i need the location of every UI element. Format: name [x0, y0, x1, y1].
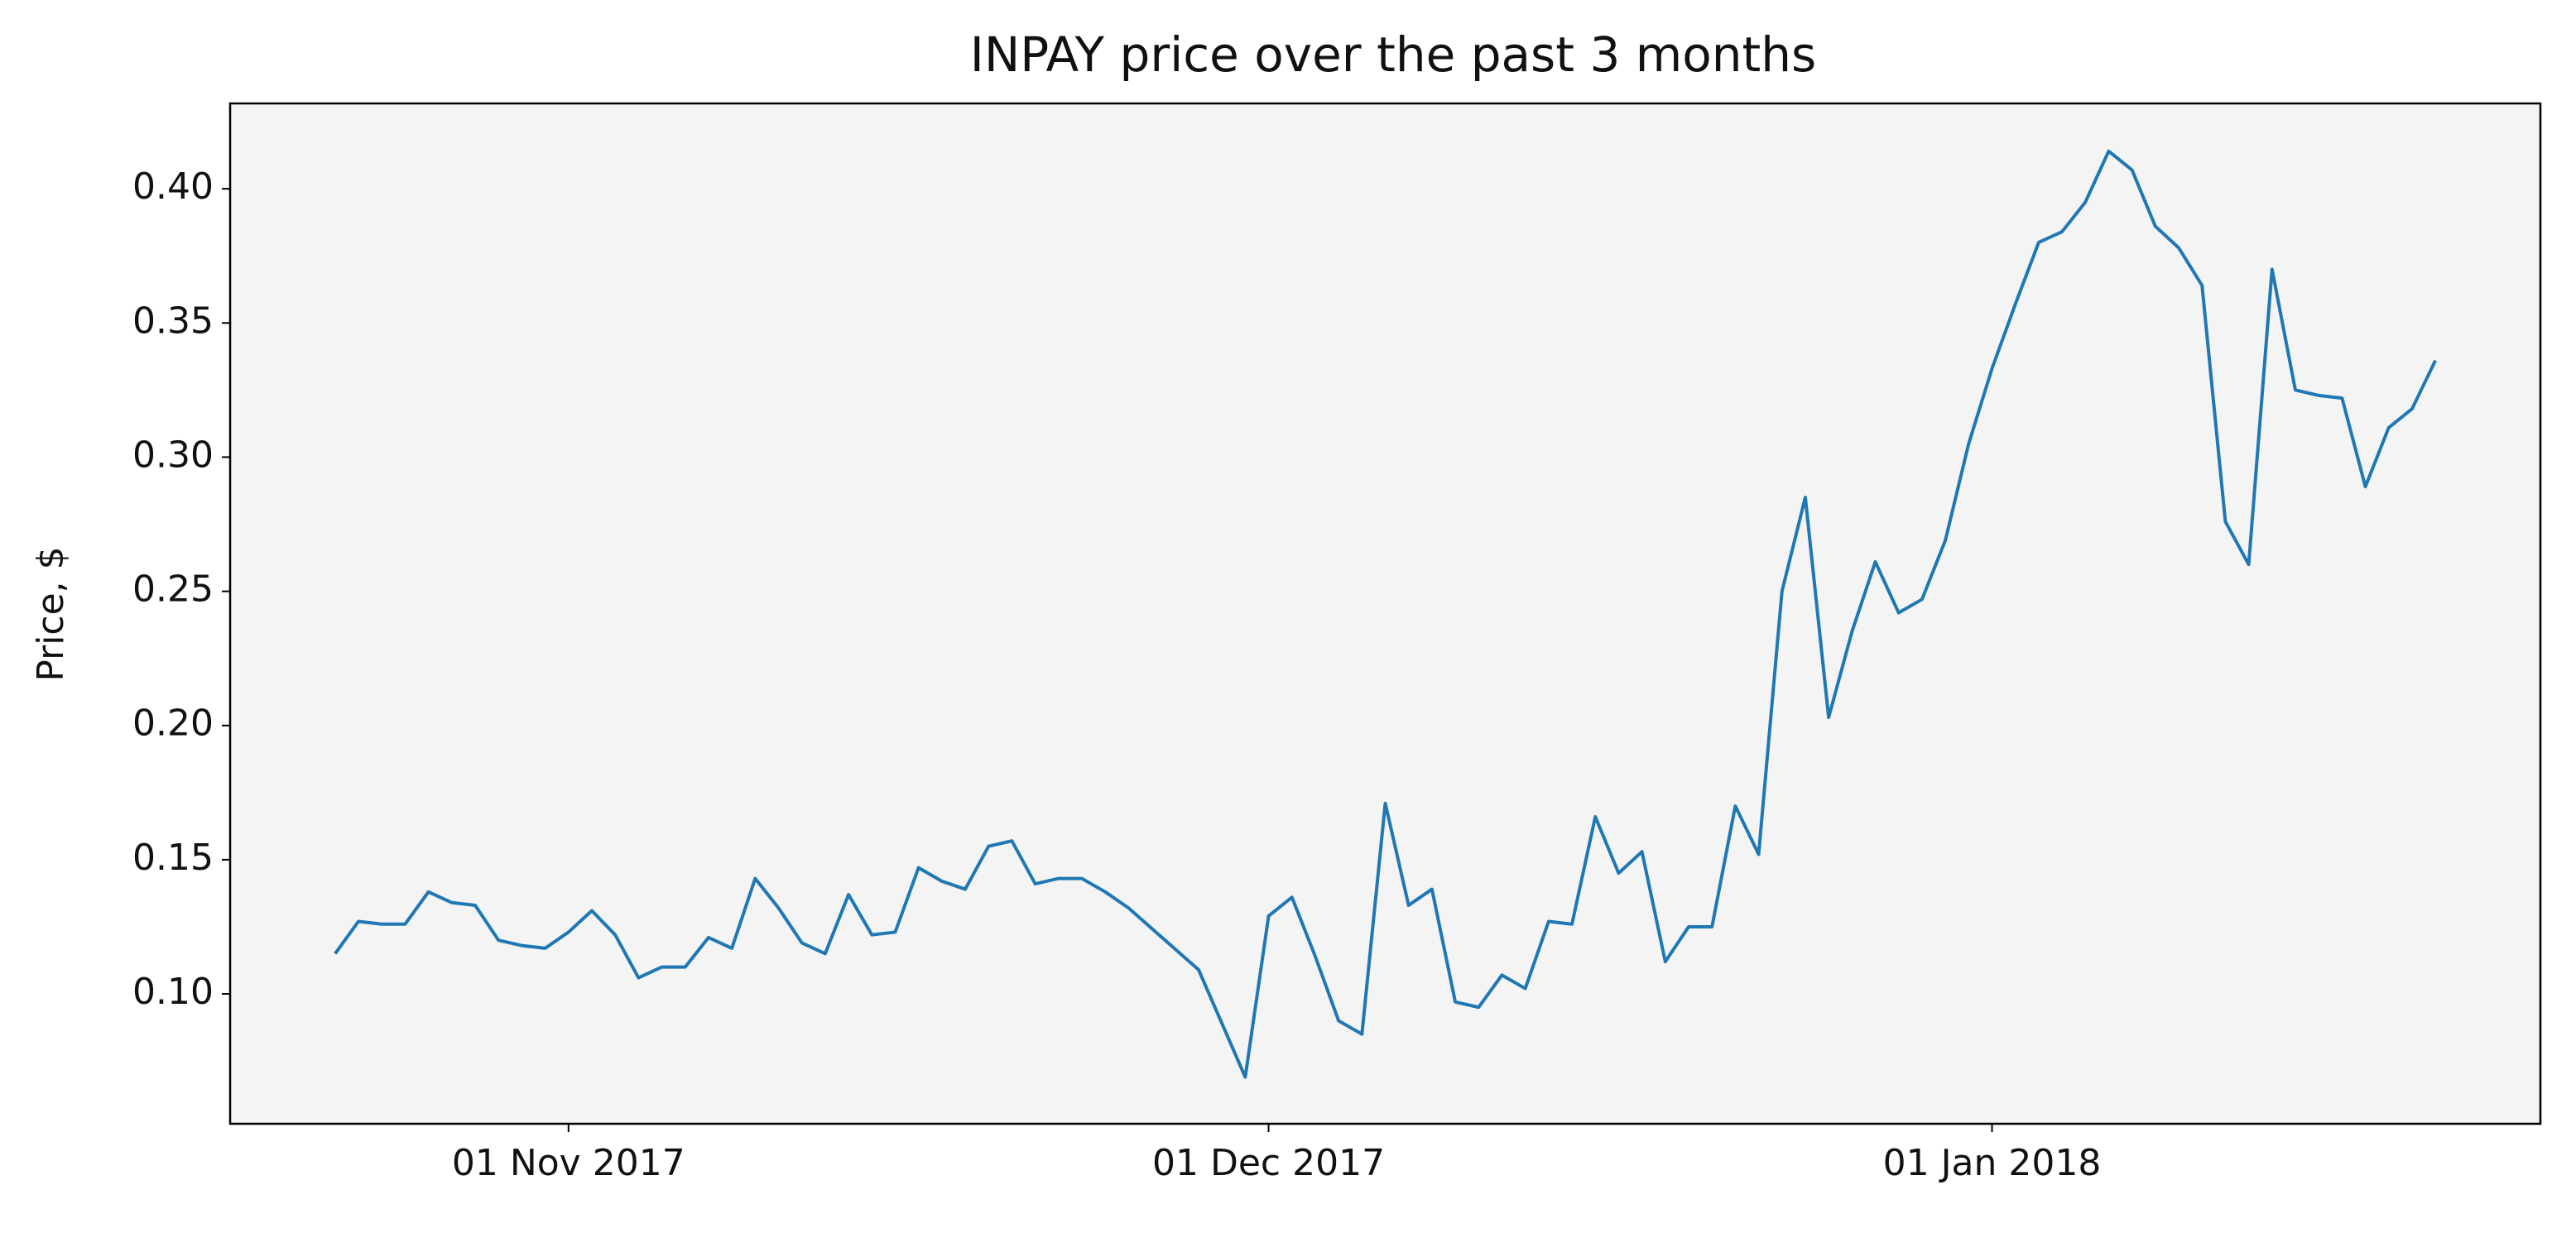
y-tick-label: 0.40 — [132, 166, 214, 208]
chart-title: INPAY price over the past 3 months — [970, 26, 1817, 83]
y-tick-label: 0.15 — [132, 837, 214, 879]
y-tick-label: 0.25 — [132, 569, 214, 611]
y-tick-label: 0.35 — [132, 300, 214, 342]
y-tick-label: 0.30 — [132, 434, 214, 476]
y-tick-label: 0.10 — [132, 971, 214, 1013]
x-tick-label: 01 Dec 2017 — [1152, 1142, 1385, 1184]
y-axis-label: Price, $ — [30, 546, 72, 681]
plot-background — [230, 103, 2540, 1124]
x-tick-label: 01 Jan 2018 — [1883, 1142, 2102, 1184]
y-tick-label: 0.20 — [132, 703, 214, 745]
x-tick-label: 01 Nov 2017 — [452, 1142, 685, 1184]
plot-frame — [228, 102, 2542, 1125]
price-line — [334, 149, 2437, 1079]
